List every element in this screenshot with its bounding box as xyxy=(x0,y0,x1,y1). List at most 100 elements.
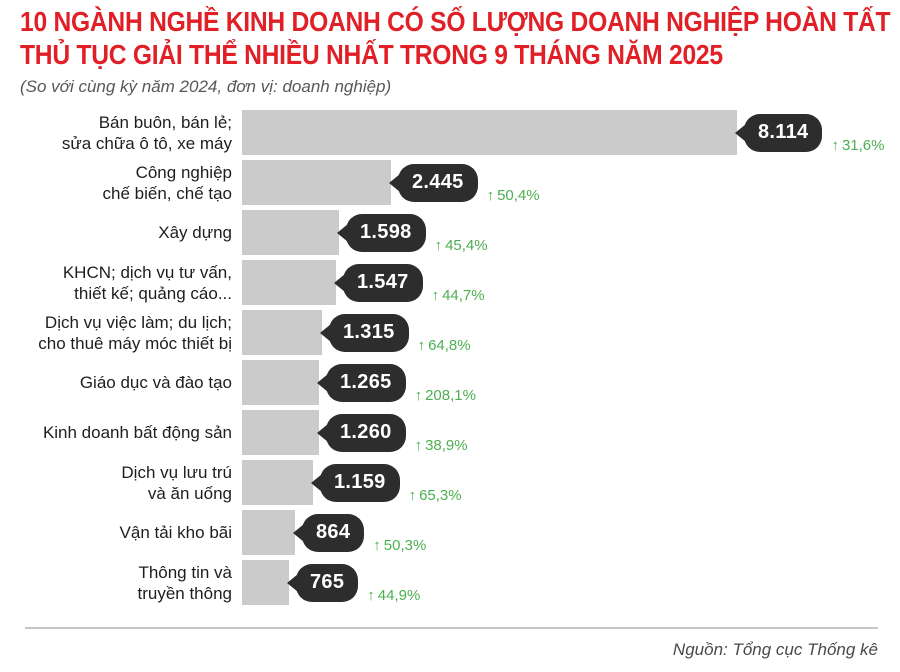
chart-subtitle: (So với cùng kỳ năm 2024, đơn vị: doanh … xyxy=(20,77,392,96)
badge-tip xyxy=(389,173,400,192)
bar-chart: Bán buôn, bán lẻ; sửa chữa ô tô, xe máy 8.… xyxy=(20,110,885,610)
percent-change-label: 65,3% xyxy=(419,487,462,504)
category-label-line: và ăn uống xyxy=(147,483,232,503)
bar xyxy=(242,410,319,455)
category-label-line: Bán buôn, bán lẻ; xyxy=(98,112,232,132)
category-label: Xây dựng xyxy=(20,210,242,255)
up-arrow-icon: ↑ xyxy=(373,537,381,554)
value-label: 8.114 xyxy=(758,120,809,143)
category-label: Thông tin và truyền thông xyxy=(20,560,242,605)
chart-row: Thông tin và truyền thông 765 ↑ 44,9% xyxy=(20,560,880,610)
percent-change-label: 208,1% xyxy=(425,387,476,404)
chart-row: Dịch vụ lưu trú và ăn uống 1.159 ↑ 65,3% xyxy=(20,460,880,510)
percent-change-label: 50,4% xyxy=(497,187,540,204)
value-annotation: 864 ↑ 50,3% xyxy=(293,510,426,555)
chart-row: Vận tải kho bãi 864 ↑ 50,3% xyxy=(20,510,880,560)
category-label-line: Dịch vụ việc làm; du lịch; xyxy=(44,312,232,332)
percent-change: ↑ 50,3% xyxy=(373,537,426,555)
value-annotation: 1.260 ↑ 38,9% xyxy=(317,410,468,455)
value-annotation: 1.265 ↑ 208,1% xyxy=(317,360,476,405)
chart-row: Bán buôn, bán lẻ; sửa chữa ô tô, xe máy 8.… xyxy=(20,110,885,160)
category-label-line: thiết kế; quảng cáo... xyxy=(74,283,232,303)
bar-track: 1.598 ↑ 45,4% xyxy=(242,210,880,255)
value-label: 1.547 xyxy=(357,270,409,293)
value-badge: 1.159 xyxy=(311,463,400,502)
category-label-line: Kinh doanh bất động sản xyxy=(42,423,232,442)
chart-row: Giáo dục và đào tạo 1.265 ↑ 208,1% xyxy=(20,360,880,410)
category-label-line: truyền thông xyxy=(137,583,232,603)
value-annotation: 1.159 ↑ 65,3% xyxy=(311,460,462,505)
category-label-line: Thông tin và xyxy=(138,562,232,582)
badge-tip xyxy=(334,273,345,292)
percent-change-label: 50,3% xyxy=(383,537,427,554)
bar-track: 1.547 ↑ 44,7% xyxy=(242,260,880,305)
up-arrow-icon: ↑ xyxy=(408,487,417,504)
value-badge: 864 xyxy=(293,513,365,552)
footer-divider xyxy=(25,627,878,629)
category-label-line: Xây dựng xyxy=(158,223,232,242)
percent-change-label: 31,6% xyxy=(841,137,885,154)
value-badge: 1.315 xyxy=(320,313,409,352)
badge-tip xyxy=(317,373,328,392)
title-line-2: THỦ TỤC GIẢI THỂ NHIỀU NHẤT TRONG 9 THÁN… xyxy=(20,39,723,70)
percent-change: ↑ 50,4% xyxy=(487,187,540,205)
percent-change: ↑ 44,7% xyxy=(432,287,485,305)
value-badge: 8.114 xyxy=(735,113,823,152)
bar xyxy=(242,460,313,505)
up-arrow-icon: ↑ xyxy=(367,587,375,604)
value-annotation: 1.547 ↑ 44,7% xyxy=(334,260,485,305)
value-label: 2.445 xyxy=(412,170,464,193)
category-label: Công nghiệp chế biến, chế tạo xyxy=(20,160,242,205)
bar xyxy=(242,560,289,605)
value-badge: 1.260 xyxy=(317,413,406,452)
value-annotation: 1.315 ↑ 64,8% xyxy=(320,310,471,355)
bar-track: 1.260 ↑ 38,9% xyxy=(242,410,880,455)
bar xyxy=(242,160,391,205)
category-label-line: Dịch vụ lưu trú xyxy=(121,462,232,482)
category-label: Kinh doanh bất động sản xyxy=(20,410,242,455)
up-arrow-icon: ↑ xyxy=(431,287,440,304)
category-label-line: Công nghiệp xyxy=(135,162,232,182)
category-label-line: KHCN; dịch vụ tư vấn, xyxy=(62,262,232,282)
category-label: KHCN; dịch vụ tư vấn, thiết kế; quảng cáo… xyxy=(20,260,242,305)
bar-track: 1.315 ↑ 64,8% xyxy=(242,310,880,355)
value-badge: 1.265 xyxy=(317,363,406,402)
category-label: Dịch vụ lưu trú và ăn uống xyxy=(20,460,242,505)
bar xyxy=(242,110,737,155)
bar-track: 1.265 ↑ 208,1% xyxy=(242,360,880,405)
value-label: 1.265 xyxy=(340,370,392,393)
badge-tip xyxy=(311,473,322,492)
value-annotation: 2.445 ↑ 50,4% xyxy=(389,160,540,205)
badge-tip xyxy=(337,223,348,242)
chart-row: KHCN; dịch vụ tư vấn, thiết kế; quảng cáo… xyxy=(20,260,880,310)
bar xyxy=(242,310,322,355)
value-badge: 2.445 xyxy=(389,163,478,202)
category-label-line: Giáo dục và đào tạo xyxy=(79,373,232,392)
badge-tip xyxy=(317,423,328,442)
category-label-line: Vận tải kho bãi xyxy=(119,523,232,542)
percent-change: ↑ 44,9% xyxy=(367,587,420,605)
chart-row: Công nghiệp chế biến, chế tạo 2.445 ↑ 50,4% xyxy=(20,160,880,210)
percent-change-label: 44,7% xyxy=(442,287,485,304)
percent-change-label: 45,4% xyxy=(445,237,488,254)
value-annotation: 765 ↑ 44,9% xyxy=(287,560,420,605)
up-arrow-icon: ↑ xyxy=(417,337,426,354)
category-label: Bán buôn, bán lẻ; sửa chữa ô tô, xe máy xyxy=(20,110,242,155)
category-label-line: sửa chữa ô tô, xe máy xyxy=(61,133,232,153)
bar xyxy=(242,360,319,405)
chart-rows: Bán buôn, bán lẻ; sửa chữa ô tô, xe máy 8.… xyxy=(20,110,885,610)
percent-change-label: 64,8% xyxy=(428,337,471,354)
chart-row: Xây dựng 1.598 ↑ 45,4% xyxy=(20,210,880,260)
chart-row: Kinh doanh bất động sản 1.260 ↑ 38,9% xyxy=(20,410,880,460)
up-arrow-icon: ↑ xyxy=(434,237,443,254)
value-label: 1.315 xyxy=(343,320,395,343)
value-badge: 1.598 xyxy=(337,213,426,252)
category-label-line: chế biến, chế tạo xyxy=(102,183,232,203)
percent-change-label: 44,9% xyxy=(377,587,421,604)
value-annotation: 8.114 ↑ 31,6% xyxy=(735,110,885,155)
value-label: 765 xyxy=(310,570,345,593)
percent-change-label: 38,9% xyxy=(425,437,468,454)
category-label: Vận tải kho bãi xyxy=(20,510,242,555)
value-label: 864 xyxy=(316,520,351,543)
percent-change: ↑ 65,3% xyxy=(409,487,462,505)
